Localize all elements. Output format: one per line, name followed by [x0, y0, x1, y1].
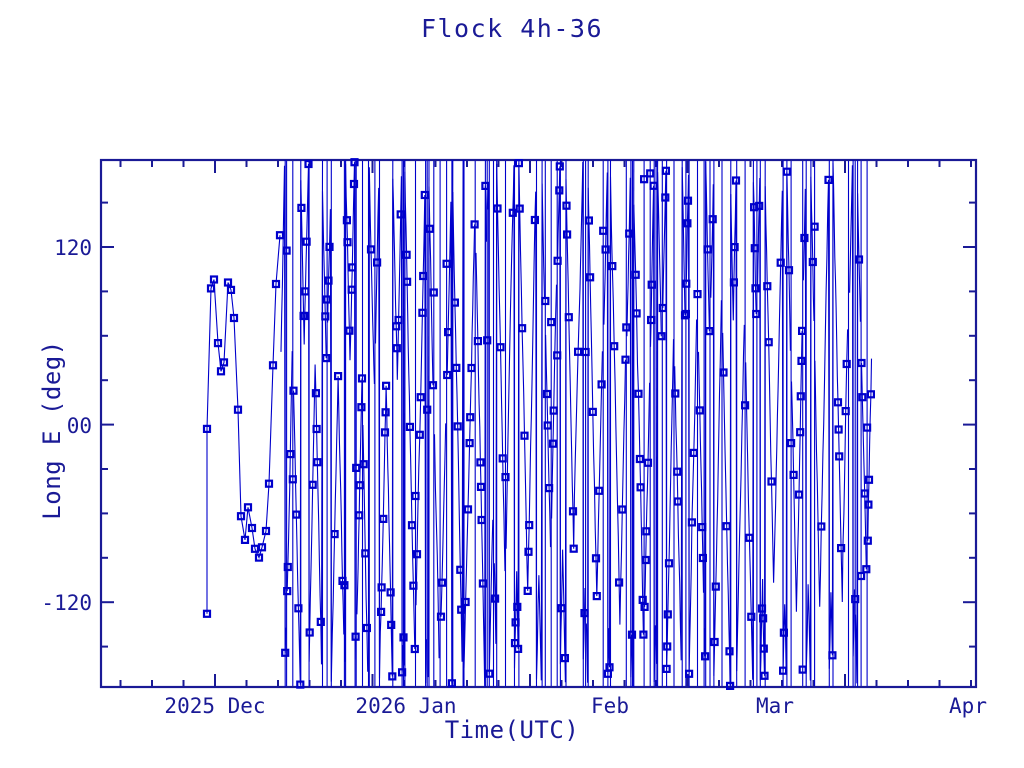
x-tick-label-feb: Feb: [591, 694, 629, 718]
y-tick-label-120: 120: [54, 236, 92, 260]
x-tick-label-2025-dec: 2025 Dec: [164, 694, 266, 718]
axis-frame: [99, 158, 978, 689]
y-tick-label-m120: -120: [41, 591, 92, 615]
x-tick-label-mar: Mar: [756, 694, 794, 718]
x-axis-title: Time(UTC): [444, 716, 580, 744]
x-tick-label-2026-jan: 2026 Jan: [355, 694, 457, 718]
x-tick-label-apr: Apr: [949, 694, 987, 718]
data-markers: [202, 158, 876, 691]
y-tick-label-0: 00: [66, 414, 92, 438]
page-title: Flock 4h-36: [420, 14, 604, 43]
